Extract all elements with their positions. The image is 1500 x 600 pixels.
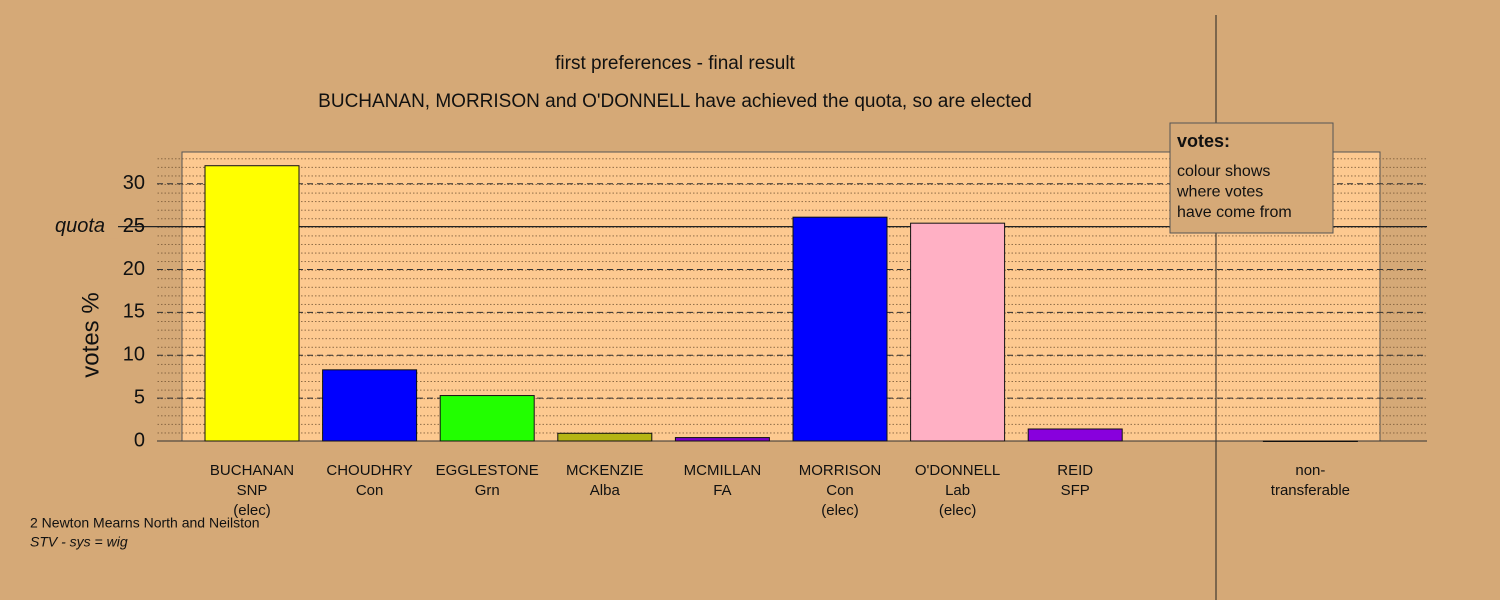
legend-box xyxy=(1169,122,1334,234)
x-tick-label: (elec) xyxy=(233,502,271,519)
legend-text: colour shows xyxy=(1177,163,1270,180)
y-tick-label: 5 xyxy=(134,386,145,408)
x-tick-label: REID xyxy=(1057,462,1093,479)
y-tick-label: 0 xyxy=(134,429,145,451)
bar xyxy=(322,369,418,442)
x-tick-label: SNP xyxy=(237,482,268,499)
x-tick-label: (elec) xyxy=(821,502,859,519)
legend-title: votes: xyxy=(1177,131,1230,151)
legend-text: have come from xyxy=(1177,204,1292,221)
chart-title: first preferences - final result xyxy=(555,53,795,74)
x-tick-label: O'DONNELL xyxy=(915,462,1000,479)
y-tick-label: 10 xyxy=(123,344,145,366)
bar xyxy=(557,432,653,442)
x-tick-label: Grn xyxy=(475,482,500,499)
x-tick-label: FA xyxy=(713,482,731,499)
quota-label-bg xyxy=(52,214,118,239)
x-tick-label: EGGLESTONE xyxy=(436,462,539,479)
x-tick-label: MCMILLAN xyxy=(684,462,762,479)
x-tick-label: Con xyxy=(356,482,384,499)
x-tick-label: transferable xyxy=(1271,482,1350,499)
bar xyxy=(204,165,300,442)
y-tick-label: 25 xyxy=(123,215,145,237)
x-tick-label: CHOUDHRY xyxy=(326,462,412,479)
footer-line: STV - sys = wig xyxy=(30,534,128,550)
quota-label: quota xyxy=(55,215,105,237)
bar xyxy=(1262,440,1358,442)
x-tick-label: non- xyxy=(1295,462,1325,479)
x-tick-label: (elec) xyxy=(939,502,977,519)
bar xyxy=(1027,428,1123,442)
x-tick-label: MCKENZIE xyxy=(566,462,644,479)
x-tick-label: SFP xyxy=(1061,482,1090,499)
bar xyxy=(439,395,535,442)
bar xyxy=(792,216,888,442)
legend-text: where votes xyxy=(1176,184,1263,201)
chart-subtitle: BUCHANAN, MORRISON and O'DONNELL have ac… xyxy=(318,91,1032,112)
footer-line: 2 Newton Mearns North and Neilston xyxy=(30,515,260,531)
y-tick-label: 15 xyxy=(123,301,145,323)
bar xyxy=(674,437,770,442)
x-tick-label: Lab xyxy=(945,482,970,499)
x-tick-label: MORRISON xyxy=(799,462,882,479)
bar xyxy=(910,222,1006,442)
x-tick-label: BUCHANAN xyxy=(210,462,294,479)
y-tick-label: 25 xyxy=(123,215,145,237)
y-tick-label: 20 xyxy=(123,258,145,280)
y-axis-label: votes % xyxy=(77,292,104,377)
x-tick-label: Alba xyxy=(590,482,621,499)
y-tick-label: 30 xyxy=(123,172,145,194)
x-tick-label: Con xyxy=(826,482,854,499)
